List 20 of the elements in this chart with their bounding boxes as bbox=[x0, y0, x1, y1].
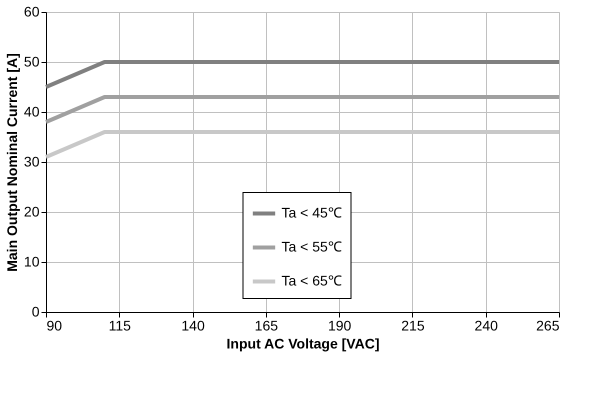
x-tick-label: 115 bbox=[108, 318, 132, 334]
x-tick-label: 215 bbox=[401, 318, 425, 334]
y-tick-label: 30 bbox=[24, 154, 40, 170]
legend-label: Ta < 45℃ bbox=[282, 204, 342, 220]
x-tick-label: 140 bbox=[181, 318, 205, 334]
x-tick-label: 90 bbox=[46, 318, 62, 334]
x-tick-label: 190 bbox=[328, 318, 352, 334]
y-tick-label: 40 bbox=[24, 104, 40, 120]
y-axis-title: Main Output Nominal Current [A] bbox=[4, 53, 20, 272]
y-tick-label: 10 bbox=[24, 254, 40, 270]
y-tick-label: 50 bbox=[24, 54, 40, 70]
y-tick-label: 20 bbox=[24, 204, 40, 220]
x-tick-label: 240 bbox=[474, 318, 498, 334]
legend-label: Ta < 65℃ bbox=[282, 272, 342, 288]
x-axis-title: Input AC Voltage [VAC] bbox=[226, 336, 380, 352]
x-tick-label: 165 bbox=[254, 318, 278, 334]
x-tick-label: 265 bbox=[536, 318, 560, 334]
y-tick-label: 60 bbox=[24, 4, 40, 20]
legend-label: Ta < 55℃ bbox=[282, 238, 342, 254]
y-tick-label: 0 bbox=[32, 304, 40, 320]
